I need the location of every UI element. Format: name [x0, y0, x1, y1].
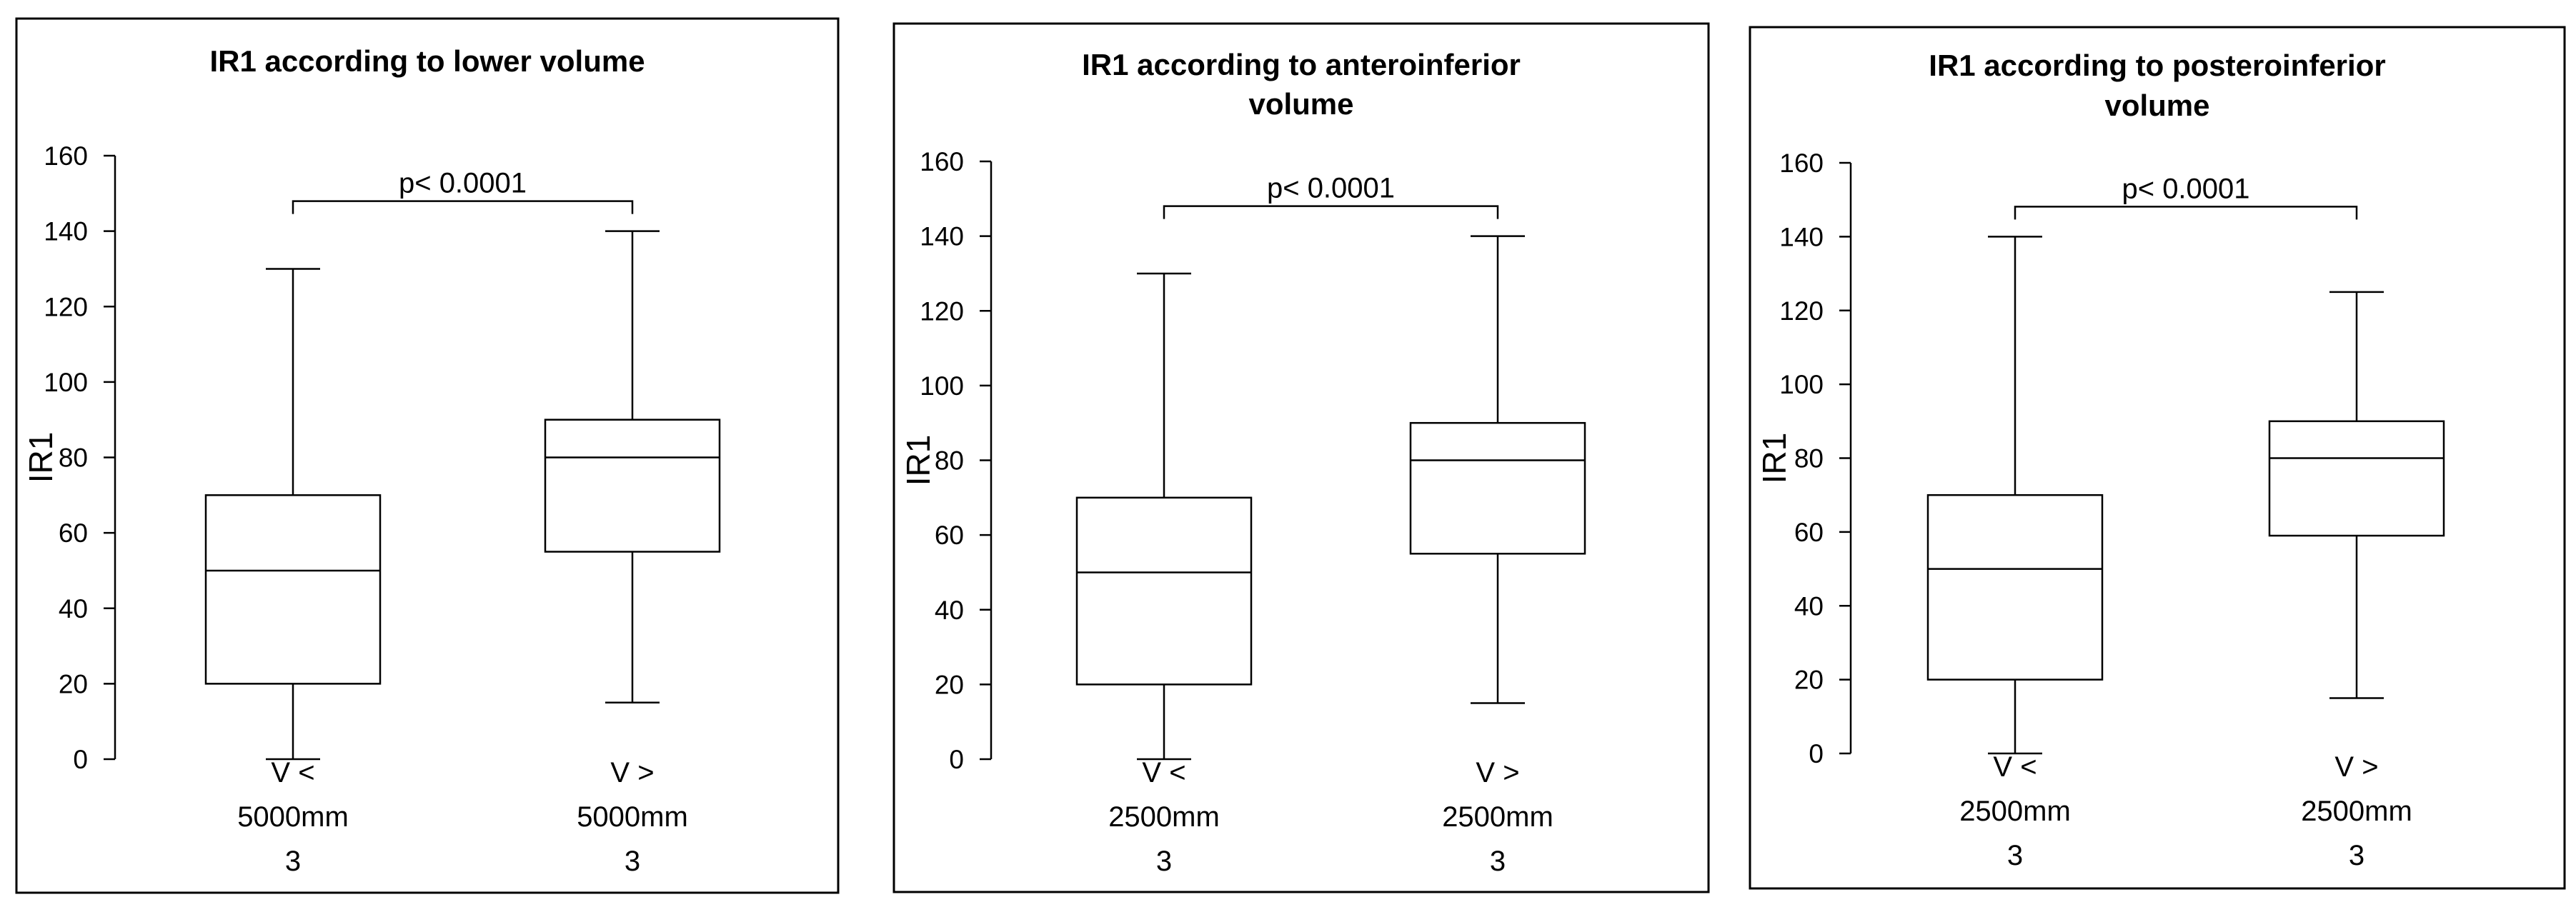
chart-title: IR1 according to anteroinferior	[1082, 48, 1521, 81]
x-category-label: 3	[1490, 846, 1506, 877]
chart-title: volume	[2104, 89, 2209, 122]
panel-frame	[1749, 26, 2566, 890]
box-1	[1075, 272, 1253, 761]
x-category-label: 3	[1156, 846, 1172, 877]
y-tick-label: 160	[920, 147, 964, 176]
y-tick-label: 140	[1779, 222, 1824, 251]
chart-title: volume	[1248, 87, 1353, 121]
x-category-label: V >	[2334, 751, 2378, 783]
x-category-label: 3	[625, 846, 640, 877]
y-axis-label: IR1	[22, 432, 59, 483]
y-tick-label: 160	[44, 141, 88, 171]
x-category-label: 2500mm	[2301, 796, 2412, 827]
iqr-box	[1075, 496, 1253, 686]
y-tick-label: 20	[59, 669, 88, 698]
iqr-box	[1926, 493, 2104, 681]
box-2	[2268, 291, 2445, 699]
y-tick-label: 120	[1779, 296, 1824, 326]
y-tick-label: 160	[1779, 149, 1824, 178]
x-category-label: 3	[285, 846, 301, 877]
x-category-label: 2500mm	[1442, 801, 1553, 833]
x-category-label: V <	[1142, 757, 1185, 788]
y-tick-label: 60	[1794, 518, 1824, 547]
x-category-label: 3	[2007, 840, 2023, 871]
y-axis-label: IR1	[900, 435, 937, 486]
x-category-label: V >	[1476, 757, 1519, 788]
y-tick-label: 0	[1809, 739, 1824, 768]
x-category-label: V <	[1993, 751, 2037, 783]
chart-panel-3: IR1 according to posteroinferior volume 0 2…	[1749, 26, 2566, 890]
iqr-box	[204, 494, 382, 685]
panel-frame	[892, 22, 1710, 893]
iqr-box	[544, 419, 721, 553]
y-tick-label: 60	[935, 521, 964, 550]
panel-frame	[15, 17, 840, 894]
chart-title: IR1 according to lower volume	[209, 44, 645, 78]
box-2	[544, 230, 721, 704]
y-tick-label: 0	[949, 745, 964, 774]
y-tick-label: 20	[935, 670, 964, 699]
y-tick-label: 60	[59, 518, 88, 548]
y-tick-label: 100	[1779, 370, 1824, 399]
x-category-label: 5000mm	[237, 801, 349, 833]
y-tick-label: 80	[935, 446, 964, 476]
chart-title: IR1 according to posteroinferior	[1929, 49, 2385, 82]
y-axis-label: IR1	[1756, 433, 1793, 484]
y-tick-label: 40	[59, 594, 88, 623]
y-tick-label: 0	[73, 745, 88, 774]
y-tick-label: 100	[44, 368, 88, 397]
y-tick-label: 20	[1794, 666, 1824, 695]
y-tick-label: 40	[1794, 591, 1824, 621]
chart-panel-2: IR1 according to anteroinferior volume 0 20…	[892, 22, 1710, 893]
significance-bracket	[2014, 206, 2358, 220]
y-tick-label: 120	[920, 296, 964, 326]
p-value-annotation: p< 0.0001	[2122, 173, 2249, 204]
box-1	[1926, 236, 2104, 755]
y-tick-label: 40	[935, 596, 964, 625]
x-category-label: V <	[271, 757, 314, 788]
y-tick-label: 80	[59, 444, 88, 473]
p-value-annotation: p< 0.0001	[399, 168, 527, 199]
y-tick-label: 100	[920, 371, 964, 401]
x-category-label: 2500mm	[1959, 796, 2071, 827]
y-tick-label: 80	[1794, 444, 1824, 473]
box-1	[204, 268, 382, 761]
x-category-label: 2500mm	[1108, 801, 1220, 833]
significance-bracket	[292, 200, 634, 214]
significance-bracket	[1163, 205, 1499, 219]
y-tick-label: 140	[44, 217, 88, 246]
x-category-label: 5000mm	[577, 801, 688, 833]
box-2	[1409, 235, 1586, 704]
iqr-box	[1409, 421, 1586, 555]
x-category-label: 3	[2349, 840, 2364, 871]
y-tick-label: 140	[920, 222, 964, 251]
chart-panel-1: IR1 according to lower volume 0 20 40 60 80 10…	[15, 17, 840, 894]
p-value-annotation: p< 0.0001	[1267, 173, 1395, 204]
x-category-label: V >	[610, 757, 654, 788]
iqr-box	[2268, 420, 2445, 537]
y-tick-label: 120	[44, 292, 88, 321]
